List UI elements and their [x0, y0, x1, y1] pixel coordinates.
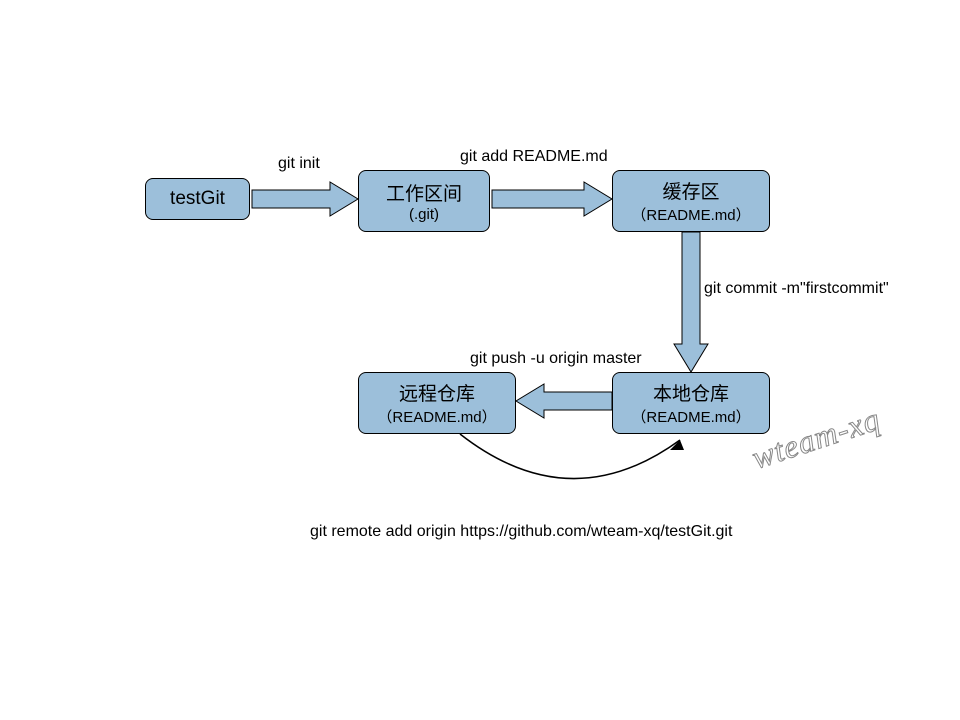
edge-label-commit: git commit -m"firstcommit"	[704, 280, 889, 298]
node-sub: （README.md）	[631, 406, 750, 427]
node-testgit: testGit	[145, 178, 250, 220]
arrow-commit	[674, 232, 708, 372]
edge-label-remote-add: git remote add origin https://github.com…	[310, 523, 732, 541]
node-title: testGit	[170, 188, 225, 210]
edge-label-init: git init	[278, 155, 320, 173]
node-sub: （README.md）	[377, 406, 496, 427]
node-local-repo: 本地仓库 （README.md）	[612, 372, 770, 434]
node-staging: 缓存区 （README.md）	[612, 170, 770, 232]
node-sub: （README.md）	[631, 204, 750, 225]
node-title: 缓存区	[662, 177, 719, 204]
node-title: 远程仓库	[399, 379, 475, 406]
edge-label-push: git push -u origin master	[470, 350, 642, 368]
node-sub: (.git)	[409, 206, 439, 223]
arrow-push	[516, 384, 612, 418]
edge-label-add: git add README.md	[460, 148, 608, 166]
arrow-add	[492, 182, 612, 216]
arrow-init	[252, 182, 358, 216]
node-workspace: 工作区间 (.git)	[358, 170, 490, 232]
node-remote-repo: 远程仓库 （README.md）	[358, 372, 516, 434]
arrow-remote-add	[460, 434, 684, 479]
node-title: 工作区间	[386, 179, 462, 206]
node-title: 本地仓库	[653, 379, 729, 406]
